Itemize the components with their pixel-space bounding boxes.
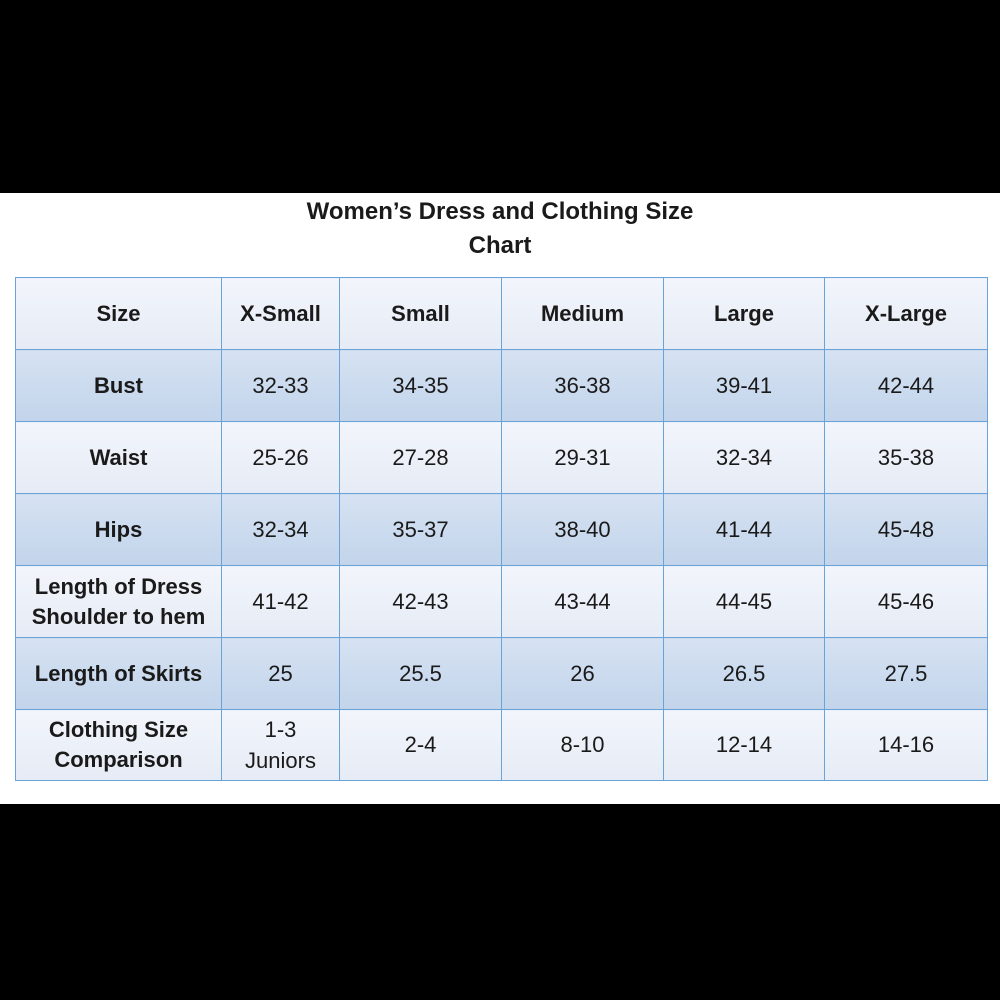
table-cell: 43-44 [501,565,664,638]
table-cell: 45-46 [824,565,988,638]
table-cell: 36-38 [501,349,664,422]
row-label-waist: Waist [15,421,222,494]
table-cell: 12-14 [663,709,825,781]
table-cell: 38-40 [501,493,664,566]
row-label-line: Shoulder to hem [31,603,206,629]
table-row-bust: Bust 32-33 34-35 36-38 39-41 42-44 [15,349,988,422]
table-cell: 42-43 [339,565,502,638]
table-cell: 41-42 [221,565,340,638]
table-row-size-comparison: Clothing Size Comparison 1-3 Juniors 2-4… [15,709,988,781]
table-cell: 32-33 [221,349,340,422]
size-chart-panel: Women’s Dress and Clothing Size Chart Si… [0,193,1000,804]
table-cell: 32-34 [221,493,340,566]
table-cell: 32-34 [663,421,825,494]
row-label-bust: Bust [15,349,222,422]
table-cell: 26 [501,637,664,710]
table-row-skirt-length: Length of Skirts 25 25.5 26 26.5 27.5 [15,637,988,710]
chart-title-line-2: Chart [468,232,532,259]
chart-title: Women’s Dress and Clothing Size Chart [0,195,1000,263]
table-cell: 39-41 [663,349,825,422]
table-cell: 26.5 [663,637,825,710]
table-row-dress-length: Length of Dress Shoulder to hem 41-42 42… [15,565,988,638]
table-cell: 35-38 [824,421,988,494]
cell-line: Juniors [245,748,316,773]
header-cell-x-large: X-Large [824,277,988,350]
row-label-line: Comparison [54,747,183,772]
header-cell-large: Large [663,277,825,350]
size-table: Size X-Small Small Medium Large X-Large … [15,277,988,781]
table-cell: 25-26 [221,421,340,494]
table-cell: 8-10 [501,709,664,781]
row-label-line: Clothing Size [48,717,189,742]
table-cell: 44-45 [663,565,825,638]
table-cell: 41-44 [663,493,825,566]
header-cell-small: Small [339,277,502,350]
table-cell: 35-37 [339,493,502,566]
table-cell: 27-28 [339,421,502,494]
header-row: Size X-Small Small Medium Large X-Large [15,277,988,350]
chart-title-line-1: Women’s Dress and Clothing Size [306,198,694,225]
header-cell-medium: Medium [501,277,664,350]
row-label-skirt-length: Length of Skirts [15,637,222,710]
table-cell: 14-16 [824,709,988,781]
header-cell-x-small: X-Small [221,277,340,350]
row-label-dress-length: Length of Dress Shoulder to hem [15,565,222,638]
table-cell: 25.5 [339,637,502,710]
table-cell: 45-48 [824,493,988,566]
table-row-waist: Waist 25-26 27-28 29-31 32-34 35-38 [15,421,988,494]
table-cell: 34-35 [339,349,502,422]
table-cell: 27.5 [824,637,988,710]
table-cell: 25 [221,637,340,710]
header-cell-size: Size [15,277,222,350]
table-cell: 42-44 [824,349,988,422]
table-cell: 29-31 [501,421,664,494]
table-cell: 1-3 Juniors [221,709,340,781]
table-row-hips: Hips 32-34 35-37 38-40 41-44 45-48 [15,493,988,566]
table-cell: 2-4 [339,709,502,781]
row-label-size-comparison: Clothing Size Comparison [15,709,222,781]
row-label-line: Length of Dress [34,573,203,599]
row-label-hips: Hips [15,493,222,566]
cell-line: 1-3 [264,717,297,742]
